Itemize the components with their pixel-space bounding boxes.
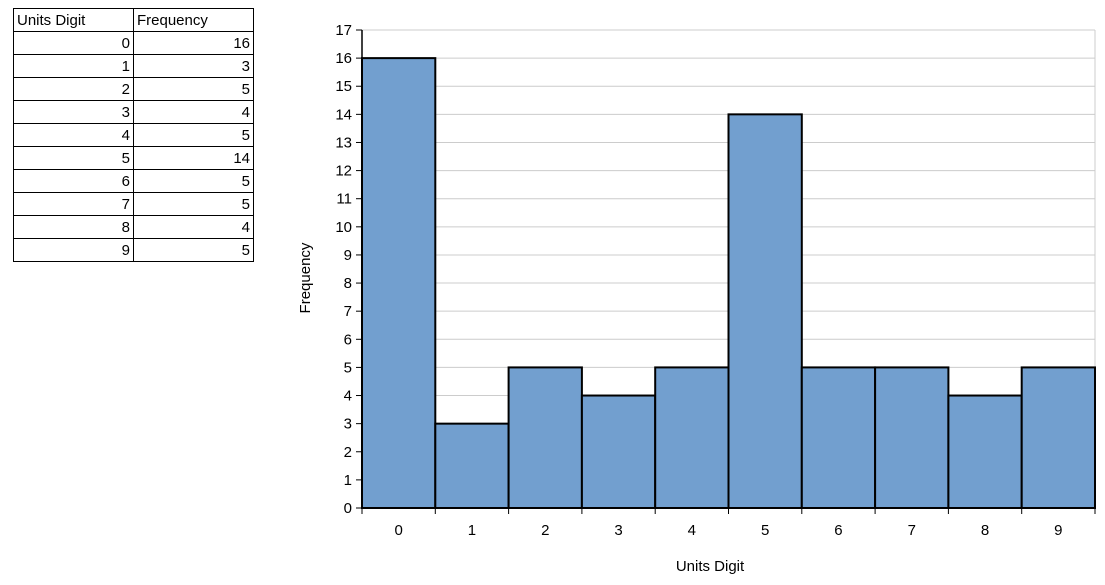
x-tick-label: 5 bbox=[761, 522, 769, 539]
frequency-cell: 5 bbox=[133, 238, 254, 262]
table-header-units-digit: Units Digit bbox=[13, 8, 134, 32]
units-digit-cell: 5 bbox=[13, 146, 134, 170]
x-tick-label: 8 bbox=[981, 522, 989, 539]
units-digit-cell: 7 bbox=[13, 192, 134, 216]
y-tick-label: 3 bbox=[344, 416, 352, 433]
frequency-cell: 3 bbox=[133, 54, 254, 78]
y-tick-label: 13 bbox=[335, 134, 352, 151]
y-tick-label: 8 bbox=[344, 275, 352, 292]
bar-digit-1 bbox=[434, 422, 510, 510]
y-tick-label: 0 bbox=[344, 500, 352, 517]
x-tick-label: 3 bbox=[614, 522, 622, 539]
bar-digit-9 bbox=[1020, 366, 1097, 510]
table-body: 0 16 1 3 2 5 3 4 4 5 5 14 6 5 7 5 8 4 9 5 bbox=[13, 31, 254, 262]
bar-digit-7 bbox=[874, 366, 950, 510]
frequency-cell: 5 bbox=[133, 192, 254, 216]
frequency-cell: 5 bbox=[133, 77, 254, 101]
x-tick-label: 2 bbox=[541, 522, 549, 539]
y-tick-label: 9 bbox=[344, 247, 352, 264]
bar-digit-2 bbox=[507, 366, 583, 510]
units-digit-cell: 4 bbox=[13, 123, 134, 147]
y-tick-label: 12 bbox=[335, 163, 352, 180]
x-tick-label: 4 bbox=[688, 522, 696, 539]
bar-digit-4 bbox=[654, 366, 730, 510]
y-axis-title: Frequency bbox=[297, 242, 314, 313]
x-tick-label: 9 bbox=[1054, 522, 1062, 539]
x-tick-label: 7 bbox=[908, 522, 916, 539]
x-tick-label: 6 bbox=[834, 522, 842, 539]
units-digit-cell: 2 bbox=[13, 77, 134, 101]
table-row: 5 14 bbox=[13, 146, 254, 170]
y-tick-label: 2 bbox=[344, 444, 352, 461]
table-header-frequency: Frequency bbox=[133, 8, 254, 32]
y-tick-label: 11 bbox=[336, 191, 352, 208]
frequency-cell: 5 bbox=[133, 169, 254, 193]
y-tick-label: 14 bbox=[335, 106, 352, 123]
y-tick-label: 6 bbox=[344, 331, 352, 348]
y-tick-label: 5 bbox=[344, 359, 352, 376]
x-tick-label: 0 bbox=[394, 522, 402, 539]
units-digit-cell: 3 bbox=[13, 100, 134, 124]
y-tick-label: 17 bbox=[335, 22, 352, 39]
units-digit-cell: 1 bbox=[13, 54, 134, 78]
x-axis-title: Units Digit bbox=[676, 558, 745, 575]
y-tick-label: 16 bbox=[335, 50, 352, 67]
bar-digit-8 bbox=[947, 394, 1023, 510]
bar-digit-6 bbox=[800, 366, 877, 510]
y-tick-label: 1 bbox=[344, 472, 352, 489]
table-header-row: Units Digit Frequency bbox=[13, 8, 254, 32]
y-tick-label: 7 bbox=[344, 303, 352, 320]
bar-digit-5 bbox=[727, 113, 803, 510]
bar-digit-3 bbox=[580, 394, 657, 510]
bar-digit-0 bbox=[361, 57, 437, 509]
units-digit-cell: 9 bbox=[13, 238, 134, 262]
y-tick-label: 4 bbox=[344, 388, 352, 405]
frequency-table: Units Digit Frequency 0 16 1 3 2 5 3 4 4 5 5 14 6 5 7 5… bbox=[13, 8, 254, 262]
y-tick-label: 10 bbox=[335, 219, 352, 236]
y-tick-label: 15 bbox=[335, 78, 352, 95]
x-tick-label: 1 bbox=[468, 522, 476, 539]
